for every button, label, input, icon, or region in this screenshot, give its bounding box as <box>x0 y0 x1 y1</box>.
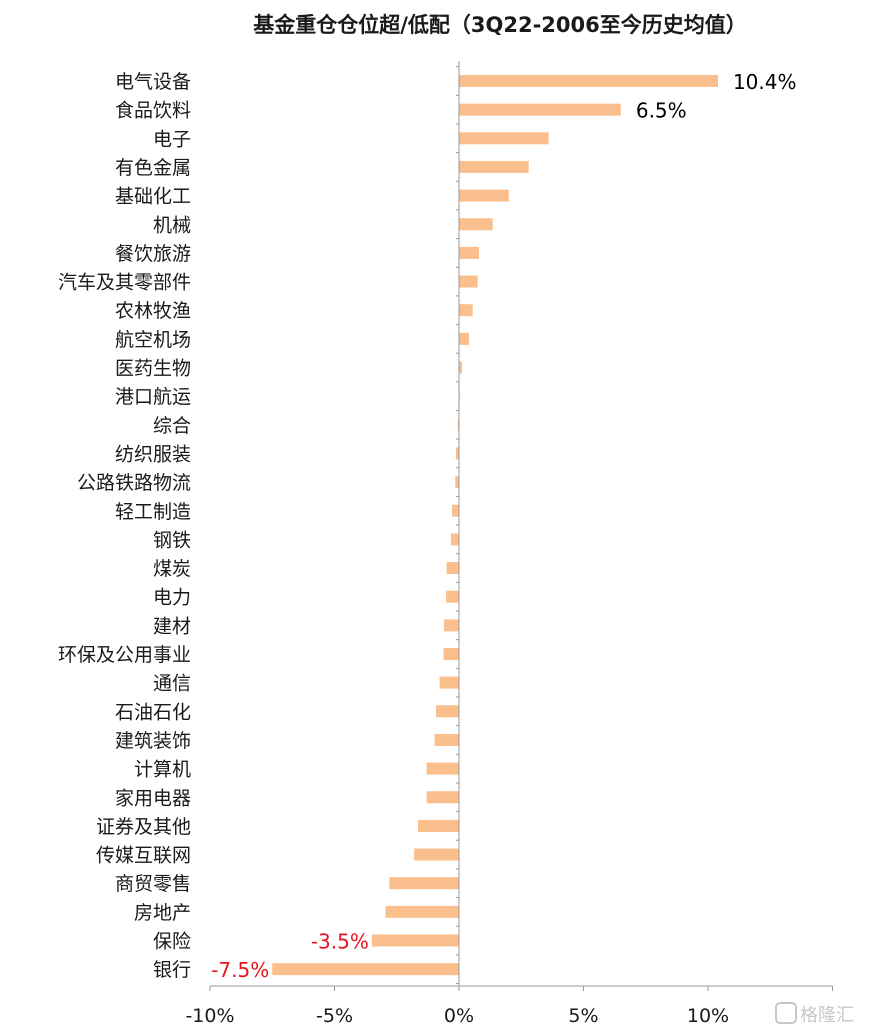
bar <box>459 160 529 173</box>
category-label: 煤炭 <box>153 558 191 580</box>
x-tick-label: 0% <box>444 1005 474 1027</box>
bar <box>436 705 459 718</box>
category-label: 建材 <box>153 615 191 637</box>
bar <box>444 619 459 632</box>
category-label: 家用电器 <box>115 787 191 809</box>
category-label: 钢铁 <box>153 529 191 551</box>
category-label: 综合 <box>153 415 191 437</box>
category-label: 建筑装饰 <box>115 730 191 752</box>
category-label: 纺织服装 <box>115 443 191 465</box>
category-label: 餐饮旅游 <box>115 243 191 265</box>
x-tick-label: -5% <box>316 1005 353 1027</box>
data-label: -7.5% <box>211 958 269 982</box>
category-label: 电力 <box>153 587 191 609</box>
category-label: 通信 <box>153 673 191 695</box>
bar <box>272 963 459 976</box>
bar <box>389 877 459 890</box>
bar <box>439 676 459 689</box>
data-labels: 10.4% 6.5% -3.5% -7.5% <box>211 70 796 982</box>
bar <box>456 447 459 460</box>
x-tick-label: 5% <box>568 1005 598 1027</box>
watermark-text: 格隆汇 <box>800 1005 854 1026</box>
category-label: 计算机 <box>134 759 191 781</box>
category-label: 石油石化 <box>115 701 191 723</box>
bar <box>459 304 473 317</box>
bar <box>459 189 509 202</box>
bars-group <box>272 75 718 976</box>
x-tick-label: -10% <box>185 1005 234 1027</box>
category-label: 基础化工 <box>115 186 191 208</box>
bar <box>459 361 462 374</box>
bar <box>371 934 459 947</box>
category-label: 银行 <box>153 959 191 981</box>
category-label: 有色金属 <box>115 157 191 179</box>
bar <box>459 218 493 231</box>
bar <box>459 132 549 145</box>
bar <box>452 504 459 517</box>
bar <box>414 848 459 861</box>
bar <box>457 418 459 431</box>
data-label: 10.4% <box>733 70 797 94</box>
bar <box>459 246 479 259</box>
category-label: 汽车及其零部件 <box>58 272 191 294</box>
category-label: 电子 <box>153 128 191 150</box>
bar <box>451 533 459 546</box>
bar <box>455 476 459 489</box>
data-label: 6.5% <box>636 99 687 123</box>
category-label: 食品饮料 <box>115 100 191 122</box>
category-labels: 电气设备食品饮料电子有色金属基础化工机械餐饮旅游汽车及其零部件农林牧渔航空机场医… <box>58 71 191 981</box>
bar <box>459 103 621 116</box>
bar <box>434 733 459 746</box>
category-label: 农林牧渔 <box>115 300 191 322</box>
category-label: 环保及公用事业 <box>58 644 191 666</box>
category-label: 公路铁路物流 <box>77 472 191 494</box>
category-label: 证券及其他 <box>96 816 191 838</box>
chart-title: 基金重仓仓位超/低配（3Q22-2006至今历史均值） <box>253 13 747 37</box>
watermark: 格隆汇 <box>775 1002 854 1026</box>
axes: -10% -5% 0% 5% 10% <box>185 61 833 1027</box>
bar <box>426 762 459 775</box>
bar <box>459 332 469 345</box>
category-label: 电气设备 <box>115 71 191 93</box>
bar <box>459 75 718 87</box>
category-label: 轻工制造 <box>115 501 191 523</box>
bar <box>446 590 459 603</box>
bar <box>426 791 459 804</box>
category-label: 房地产 <box>134 902 191 924</box>
category-label: 航空机场 <box>115 329 191 351</box>
category-label: 商贸零售 <box>115 873 191 895</box>
category-label: 医药生物 <box>115 358 191 380</box>
bar <box>385 905 459 918</box>
watermark-logo-icon <box>775 1002 797 1024</box>
category-label: 港口航运 <box>115 386 191 408</box>
bar <box>417 819 459 832</box>
bar <box>459 275 478 288</box>
bar <box>446 562 459 575</box>
category-label: 机械 <box>153 214 191 236</box>
data-label: -3.5% <box>311 930 369 954</box>
category-label: 保险 <box>153 931 191 953</box>
bar <box>443 648 459 660</box>
x-tick-label: 10% <box>687 1005 729 1027</box>
category-label: 传媒互联网 <box>96 845 191 867</box>
